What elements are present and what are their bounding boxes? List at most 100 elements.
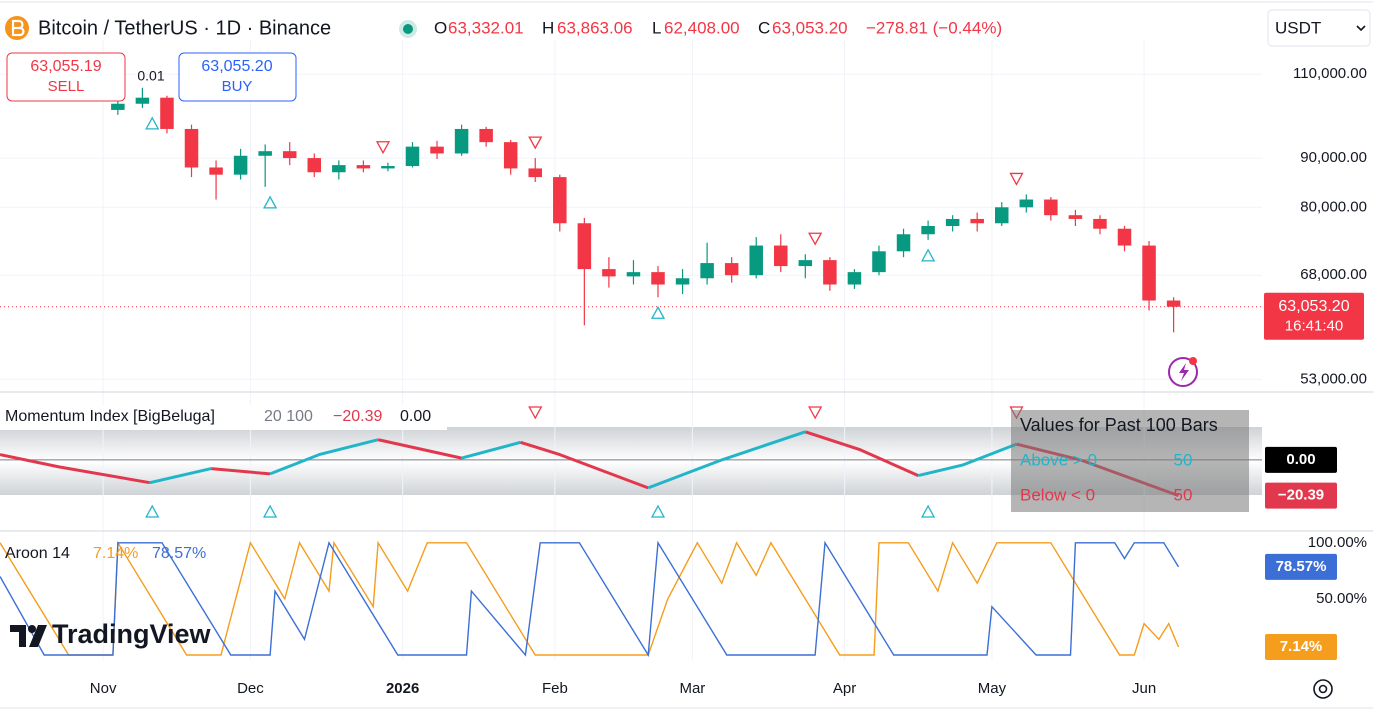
candle-body <box>282 151 297 159</box>
candle-body <box>233 155 248 175</box>
currency-select[interactable] <box>1267 9 1371 47</box>
candle-body <box>184 128 199 168</box>
candle-body <box>724 263 739 276</box>
sell-signal <box>1009 172 1024 186</box>
y-tick-label: 90,000.00 <box>1300 149 1367 166</box>
buy-signal <box>920 504 936 518</box>
y-tick-label: 100.00% <box>1308 534 1367 551</box>
sell-signal <box>375 141 391 155</box>
buy-signal <box>145 504 160 518</box>
sell-signal <box>808 232 823 246</box>
candle-body <box>700 263 714 279</box>
candle-body <box>430 146 444 154</box>
y-tick-label: 110,000.00 <box>1293 65 1367 82</box>
sell-signal <box>528 136 543 150</box>
low-value: 62,408.00 <box>664 18 740 37</box>
change: −278.81 (−0.44%) <box>866 18 1002 37</box>
axis-tags: Nov Dec 2026 Feb Mar Apr May Jun 110,000.00 90,00… <box>90 65 1367 697</box>
buy-signal <box>920 248 936 262</box>
buy-button[interactable] <box>178 52 297 102</box>
momentum-line <box>917 442 1018 478</box>
candle-body <box>1044 199 1058 216</box>
quantity: 0.01 <box>137 68 164 84</box>
overlay-layer: Bitcoin / TetherUS · 1D · Binance O 63,3… <box>0 9 1371 699</box>
y-tick-label: 80,000.00 <box>1300 198 1367 215</box>
status-dot <box>403 24 413 34</box>
indicator-params: 20 100 <box>264 408 313 425</box>
price-tag-label: −20.39 <box>1278 487 1324 504</box>
high-key: H <box>542 18 554 37</box>
candle-body <box>209 167 223 175</box>
settings-glyph <box>1318 684 1328 694</box>
candle-body <box>921 225 935 235</box>
candle-body <box>405 146 420 167</box>
sell-button[interactable] <box>6 52 126 102</box>
candle-body <box>626 272 641 277</box>
currency: USDT <box>1275 18 1321 37</box>
buy-signal <box>650 305 666 319</box>
candle-body <box>749 245 763 276</box>
table-cell: 50 <box>1174 485 1193 504</box>
table-cell: Above > 0 <box>1020 450 1097 469</box>
open-value: 63,332.01 <box>448 18 524 37</box>
candle-body <box>381 166 395 169</box>
x-tick-label: 2026 <box>386 680 419 697</box>
candle-body <box>307 158 322 173</box>
momentum-line <box>461 440 521 460</box>
candle-body <box>945 218 960 226</box>
candle-body <box>528 168 542 178</box>
close-value: 63,053.20 <box>772 18 848 37</box>
candle-body <box>258 151 272 156</box>
alert-glyph <box>1179 363 1189 381</box>
momentum-line <box>269 438 379 476</box>
candle-body <box>774 245 788 267</box>
table-cell: Below < 0 <box>1020 485 1095 504</box>
sell-label: SELL <box>48 78 85 95</box>
symbol: Bitcoin / TetherUS · 1D · Binance <box>38 17 331 39</box>
momentum-line <box>520 440 649 490</box>
settings-icon[interactable] <box>1313 679 1333 699</box>
watermark: TradingView <box>52 619 212 649</box>
logo-mark <box>28 625 36 633</box>
momentum-line <box>211 467 271 476</box>
legend-value: 78.57% <box>152 545 206 562</box>
momentum-line <box>0 453 151 485</box>
table-title: Values for Past 100 Bars <box>1020 415 1218 435</box>
x-tick-label: May <box>978 680 1007 697</box>
momentum-line <box>377 438 462 460</box>
price-tag <box>1265 553 1337 580</box>
price-tag-label: 78.57% <box>1276 558 1327 575</box>
table-cell: 50 <box>1174 450 1193 469</box>
legend-value: 0.00 <box>400 408 431 425</box>
sell-signal <box>528 406 543 420</box>
candle-body <box>675 278 690 285</box>
logo-mark <box>10 625 26 647</box>
candle-body <box>111 103 125 110</box>
aroon-line <box>0 540 1180 656</box>
price-tag <box>1264 292 1364 340</box>
candle-body <box>896 234 911 252</box>
indicator-title: Aroon 14 <box>5 545 70 562</box>
candle-body <box>332 165 346 173</box>
buy-signal <box>262 504 278 518</box>
stats-table <box>1011 410 1249 512</box>
sell-signal <box>808 406 823 420</box>
candle-body <box>651 272 665 285</box>
candle-body <box>1068 215 1083 219</box>
x-tick-label: Mar <box>679 680 705 697</box>
x-tick-label: Nov <box>90 680 117 697</box>
low-key: L <box>652 18 661 37</box>
chevron <box>1356 25 1366 32</box>
high-value: 63,863.06 <box>557 18 633 37</box>
candle-body <box>823 260 837 285</box>
candle-body <box>847 272 862 285</box>
price-tag <box>1265 482 1337 509</box>
x-tick-label: Apr <box>833 680 856 697</box>
momentum-line <box>804 430 919 477</box>
x-tick-label: Jun <box>1132 680 1156 697</box>
candle-body <box>872 251 886 273</box>
buy-signal <box>145 116 160 130</box>
aroon-line <box>0 540 1180 658</box>
candle-body <box>602 269 616 277</box>
